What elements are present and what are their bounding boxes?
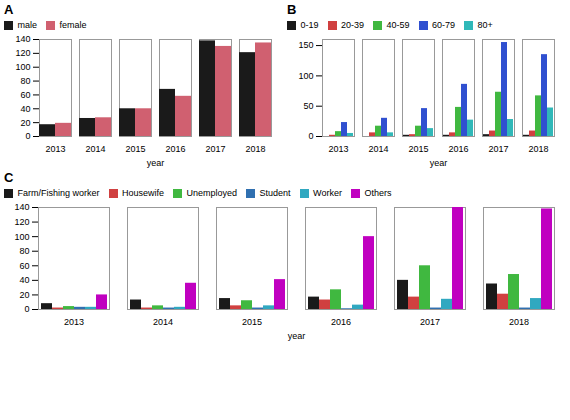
html-text:60-79: 60-79 [432,20,456,30]
svg-text:0: 0 [24,304,29,314]
svg-text:50: 50 [303,101,313,111]
svg-text:2015: 2015 [408,144,428,154]
html-text:Others: Others [364,188,392,198]
svg-text:2016: 2016 [448,144,468,154]
svg-text:0: 0 [308,131,313,141]
html-text:Farm/Fishing worker: Farm/Fishing worker [17,188,100,198]
svg-text:2013: 2013 [45,144,65,154]
svg-text:2017: 2017 [205,144,225,154]
html-text:female: female [59,20,87,30]
html-text:0-19: 0-19 [300,20,319,30]
svg-text:2016: 2016 [331,317,351,327]
svg-text:2018: 2018 [528,144,548,154]
html-text:Worker: Worker [313,188,342,198]
svg-text:2017: 2017 [420,317,440,327]
svg-text:80: 80 [20,76,30,86]
svg-text:year: year [147,158,165,168]
svg-text:80: 80 [19,246,29,256]
svg-text:100: 100 [15,62,30,72]
html-text:Unemployed: Unemployed [186,188,238,198]
html-text:male: male [17,20,37,30]
svg-text:60: 60 [20,90,30,100]
svg-text:120: 120 [14,217,29,227]
html-text:Housewife: Housewife [122,188,164,198]
svg-text:40: 40 [20,104,30,114]
svg-text:150: 150 [298,40,313,50]
html-text:A: A [4,2,14,17]
svg-text:140: 140 [14,202,29,212]
svg-text:2013: 2013 [64,317,84,327]
svg-text:120: 120 [15,48,30,58]
svg-text:140: 140 [15,34,30,44]
svg-text:2016: 2016 [165,144,185,154]
html-text:B: B [287,2,297,17]
svg-text:year: year [288,331,306,341]
svg-text:2017: 2017 [488,144,508,154]
html-text:80+: 80+ [477,20,493,30]
svg-text:20: 20 [19,290,29,300]
svg-text:60: 60 [19,261,29,271]
html-text:Student: Student [259,188,291,198]
svg-text:2015: 2015 [125,144,145,154]
html-text:20-39: 20-39 [341,20,364,30]
svg-text:year: year [430,158,448,168]
svg-text:2018: 2018 [245,144,265,154]
svg-text:2014: 2014 [153,317,173,327]
svg-text:2014: 2014 [368,144,388,154]
html-text:40-59: 40-59 [386,20,410,30]
svg-text:2014: 2014 [85,144,105,154]
svg-text:20: 20 [20,118,30,128]
html-text:C: C [4,170,14,185]
svg-text:0: 0 [25,131,30,141]
svg-text:2015: 2015 [242,317,262,327]
svg-text:100: 100 [298,71,313,81]
svg-text:2013: 2013 [328,144,348,154]
svg-text:40: 40 [19,275,29,285]
svg-text:100: 100 [14,232,29,242]
svg-text:2018: 2018 [509,317,529,327]
